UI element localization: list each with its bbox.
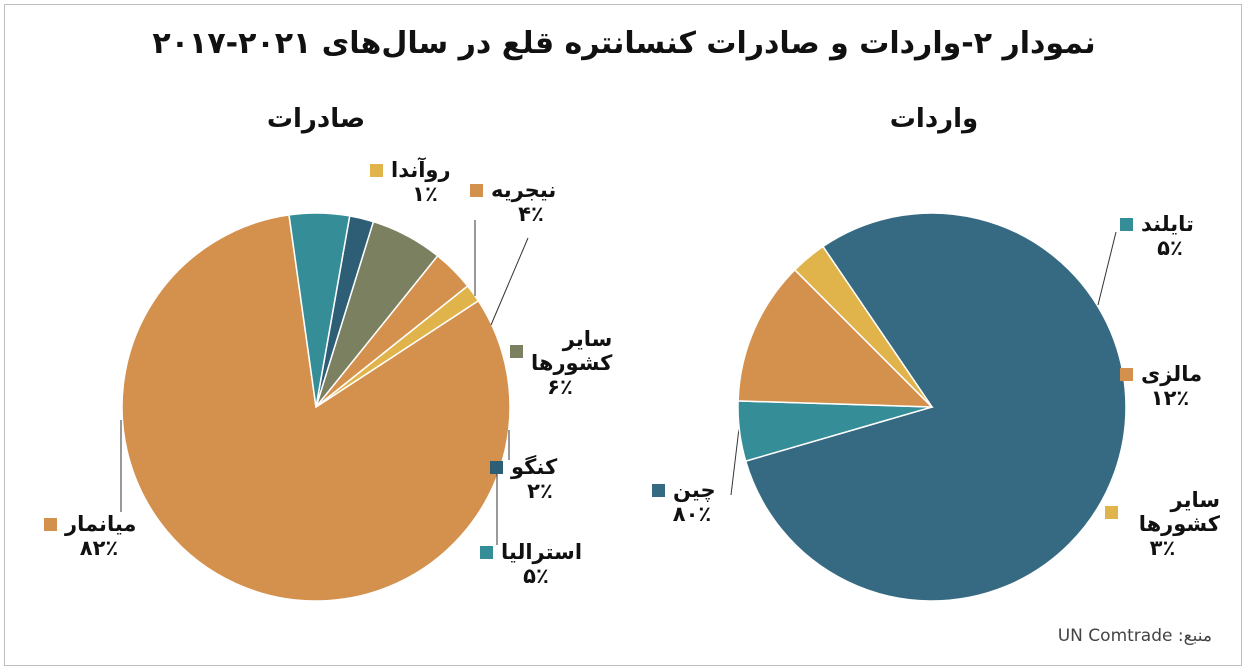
slice-name: روآندا <box>391 158 451 182</box>
slice-label-0-0: میانمار ۸۲٪ <box>44 512 154 560</box>
leader-line-1-0 <box>730 419 741 496</box>
legend-swatch <box>1120 367 1133 381</box>
slice-percent: ۱٪ <box>412 182 438 207</box>
slice-percent: ۸۲٪ <box>79 536 119 561</box>
slice-name: استرالیا <box>501 540 583 564</box>
slice-percent: ۲٪ <box>527 479 553 504</box>
slice-label-1-1: تایلند ۵٪ <box>1120 212 1220 260</box>
slice-label-0-3: سایر کشورها ۶٪ <box>510 327 613 400</box>
exports-chart-title: صادرات <box>266 104 366 134</box>
slice-label-1-0: چین ۸۰٪ <box>652 478 732 526</box>
pie-slice-0-0 <box>121 214 511 602</box>
slice-label-0-2: نیجریه ۴٪ <box>470 178 592 226</box>
pie-slice-1-2 <box>737 268 934 408</box>
pie-slice-1-0 <box>744 212 1127 602</box>
imports-chart-title: واردات <box>889 104 979 134</box>
legend-swatch <box>370 163 383 177</box>
slice-percent: ۵٪ <box>1157 236 1183 261</box>
slice-name: تایلند <box>1141 212 1194 236</box>
slice-label-0-5: استرالیا ۵٪ <box>480 540 592 588</box>
slice-label-0-4: کنگو ۲٪ <box>490 455 590 503</box>
legend-swatch <box>480 545 493 559</box>
slice-percent: ۳٪ <box>1149 536 1176 561</box>
legend-swatch <box>470 183 483 197</box>
slice-name: سایر کشورها <box>1138 488 1220 537</box>
legend-swatch <box>44 517 57 531</box>
legend-swatch <box>1105 505 1118 519</box>
legend-swatch <box>490 460 503 474</box>
source-note: منبع: UN Comtrade <box>1057 626 1212 646</box>
legend-swatch <box>510 344 523 358</box>
slice-name: مالزی <box>1141 362 1203 386</box>
legend-swatch <box>1120 217 1133 231</box>
slice-name: سایر کشورها <box>531 327 613 376</box>
slice-percent: ۵٪ <box>523 564 549 589</box>
slice-percent: ۴٪ <box>518 202 544 227</box>
pie-slice-0-5 <box>288 212 351 408</box>
slice-label-0-1: روآندا ۱٪ <box>370 158 480 206</box>
slice-percent: ۶٪ <box>547 375 573 400</box>
pie-slice-1-3 <box>793 245 933 408</box>
slice-name: چین <box>673 478 716 502</box>
leader-line-0-2 <box>490 237 529 326</box>
slice-name: کنگو <box>511 455 558 479</box>
slice-percent: ۸۰٪ <box>672 502 712 527</box>
slice-name: میانمار <box>65 512 137 536</box>
legend-swatch <box>652 483 665 497</box>
slice-name: نیجریه <box>491 178 557 202</box>
slice-percent: ۱۲٪ <box>1150 386 1190 411</box>
leader-line-1-1 <box>1097 231 1117 306</box>
slice-label-1-3: سایر کشورها ۳٪ <box>1105 488 1220 560</box>
figure-title: نمودار ۲-واردات و صادرات کنسانتره قلع در… <box>152 26 1096 61</box>
slice-label-1-2: مالزی ۱۲٪ <box>1120 362 1220 410</box>
